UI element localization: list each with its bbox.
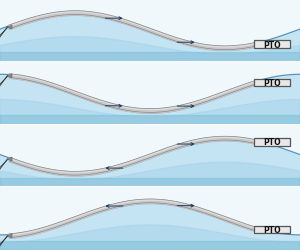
Text: PTO: PTO [263, 40, 281, 50]
FancyBboxPatch shape [254, 139, 290, 146]
Polygon shape [8, 234, 12, 238]
FancyBboxPatch shape [254, 226, 290, 233]
Text: PTO: PTO [263, 225, 281, 234]
FancyBboxPatch shape [254, 41, 290, 49]
Text: PTO: PTO [263, 78, 281, 88]
Polygon shape [8, 74, 12, 78]
Polygon shape [8, 26, 12, 30]
Text: PTO: PTO [263, 138, 281, 147]
Polygon shape [8, 158, 12, 161]
FancyBboxPatch shape [254, 79, 290, 87]
